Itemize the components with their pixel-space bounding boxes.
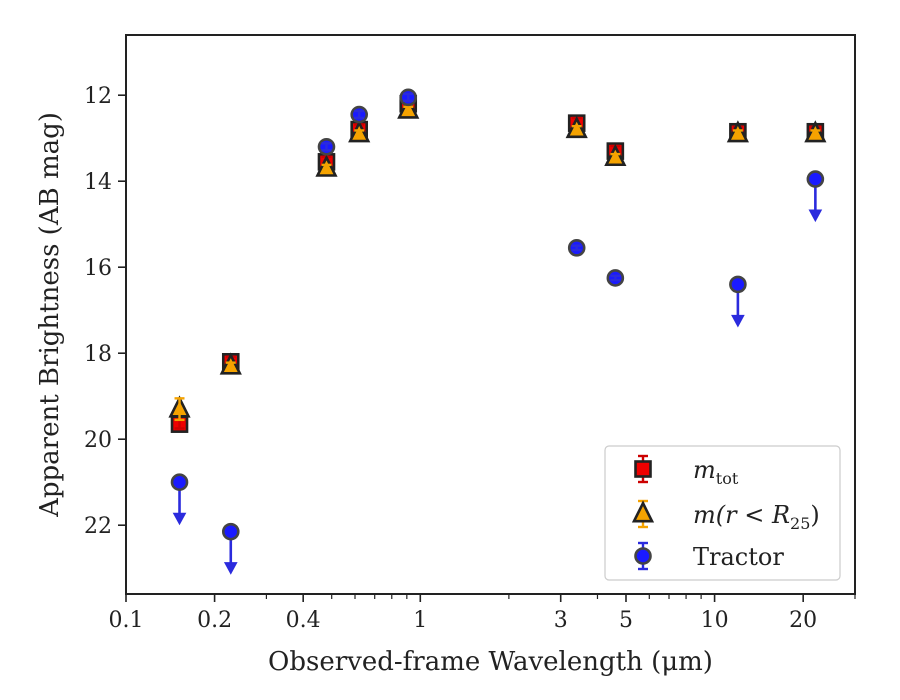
data-point-mr25	[565, 115, 588, 139]
data-point-mr25	[726, 120, 749, 143]
series-mtot	[170, 95, 825, 433]
legend: mtot m(r < R25) Tractor	[604, 445, 841, 581]
data-point-mr25	[348, 120, 371, 143]
data-point-tractor	[221, 522, 240, 575]
y-tick-label: 12	[84, 84, 112, 109]
x-tick-label: 3	[554, 608, 568, 633]
data-point-tractor	[806, 170, 825, 223]
upper-limit-arrowhead	[172, 512, 187, 526]
legend-label-subscript: 25	[790, 514, 810, 533]
data-point-tractor	[317, 138, 336, 156]
upper-limit-arrowhead	[731, 314, 745, 328]
legend-item-mtot: mtot	[634, 454, 739, 488]
y-tick-label: 14	[84, 170, 112, 195]
data-point-tractor	[350, 105, 368, 124]
series-mr25	[168, 96, 827, 422]
upper-limit-arrowhead	[223, 562, 238, 575]
y-tick-label: 18	[84, 342, 112, 367]
marker-circle	[806, 170, 825, 188]
y-axis-label: Apparent Brightness (AB mag)	[35, 112, 65, 518]
data-point-mr25	[219, 352, 242, 375]
legend-label: Tractor	[693, 543, 784, 571]
legend-label-main: m	[693, 456, 716, 484]
legend-label: mtot	[693, 456, 739, 488]
legend-label-subscript: tot	[716, 469, 739, 488]
plot-frame	[125, 34, 856, 595]
y-tick-label: 22	[84, 514, 112, 539]
data-point-mr25	[315, 154, 338, 177]
legend-label: m(r < R25)	[693, 501, 820, 533]
x-tick-label: 10	[701, 608, 729, 633]
axes: 0.1 0.2 0.4 1 3 5 10 20 12 14 16 18 20 22	[84, 34, 856, 633]
data-point-mr25	[168, 395, 191, 422]
x-tick-label: 0.1	[109, 608, 144, 633]
legend-label-main: m(r < R	[693, 501, 790, 529]
data-point-mr25	[604, 143, 627, 167]
legend-item-tractor: Tractor	[634, 541, 784, 571]
x-tick-label: 0.2	[197, 608, 232, 633]
data-point-tractor	[729, 275, 747, 328]
legend-box	[604, 445, 841, 581]
marker-circle	[729, 275, 747, 294]
upper-limit-arrowhead	[808, 209, 823, 223]
data-point-tractor	[399, 88, 418, 107]
y-tick-label: 20	[84, 428, 112, 453]
data-point-tractor	[606, 269, 625, 287]
x-tick-label: 0.4	[286, 608, 321, 633]
legend-marker-square	[634, 460, 652, 478]
x-axis-label: Observed-frame Wavelength (μm)	[268, 647, 713, 677]
marker-circle	[221, 522, 240, 541]
legend-label-suffix: )	[810, 501, 819, 529]
marker-circle	[170, 473, 189, 492]
legend-item-mr25: m(r < R25)	[631, 499, 820, 533]
series-tractor	[170, 88, 825, 575]
x-tick-label: 5	[619, 608, 633, 633]
legend-marker-circle	[634, 547, 652, 565]
x-tick-label: 20	[789, 608, 817, 633]
data-point-mr25	[397, 96, 420, 119]
data-point-tractor	[567, 239, 586, 257]
y-tick-label: 16	[84, 256, 112, 281]
data-point-tractor	[170, 473, 189, 526]
legend-marker-triangle	[631, 500, 655, 523]
x-tick-label: 1	[413, 608, 427, 633]
legend-label-main: Tractor	[693, 543, 784, 571]
data-point-mr25	[804, 120, 827, 143]
plot-area	[168, 88, 827, 575]
